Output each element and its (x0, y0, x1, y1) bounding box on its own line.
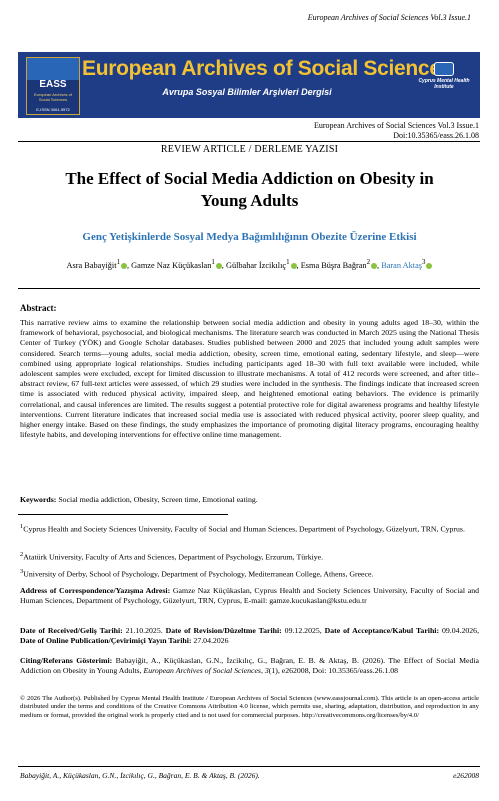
running-header: European Archives of Social Sciences Vol… (307, 13, 471, 22)
logo-text: EASS (39, 79, 67, 90)
publisher-logo: Cyprus Mental Health Institute (416, 62, 472, 90)
authors-divider (18, 288, 480, 289)
footer-article-id: e262008 (453, 771, 479, 780)
author-name: Esma Büşra Bağran (300, 260, 367, 270)
title-line-2: Young Adults (200, 191, 299, 210)
title-line-1: The Effect of Social Media Addiction on … (65, 169, 434, 188)
logo-emblem (27, 58, 79, 80)
author-name: Gamze Naz Küçükaslan (131, 260, 212, 270)
affiliation-2: 2Atatürk University, Faculty of Arts and… (20, 550, 479, 563)
journal-doi[interactable]: Doi:10.35365/eass.26.1.08 (393, 131, 479, 140)
banner-subtitle: Avrupa Sosyal Bilimler Arşivleri Dergisi (162, 87, 332, 97)
orcid-icon[interactable] (215, 262, 222, 269)
online-date: 27.04.2026 (193, 636, 229, 646)
affiliation-1: 1Cyprus Health and Society Sciences Univ… (20, 522, 479, 535)
orcid-icon[interactable] (426, 262, 433, 269)
author-name: Asra Babayiğit (66, 260, 117, 270)
keywords-label: Keywords: (20, 495, 57, 504)
orcid-icon[interactable] (121, 262, 128, 269)
affiliation-text: Atatürk University, Faculty of Arts and … (23, 552, 324, 562)
footer-divider (18, 766, 480, 767)
abstract-text: This narrative review aims to examine th… (20, 318, 479, 440)
publisher-emblem-icon (434, 62, 454, 76)
correspondence-label: Address of Correspondence/Yazışma Adresi… (20, 586, 171, 595)
orcid-icon[interactable] (371, 262, 378, 269)
banner-title: European Archives of Social Sciences (82, 57, 453, 80)
revision-date: 09.12.2025, (284, 626, 322, 635)
logo-subtitle: European Archives of Social Sciences (33, 92, 73, 102)
logo-issn: E-ISSN 3061-9572 (36, 107, 70, 112)
footnote-divider (18, 514, 228, 515)
author-affiliation-sup: 3 (422, 259, 426, 266)
author-affiliation-sup: 2 (366, 259, 371, 266)
citation: Citing/Referans Gösterimi: Babayiğit, A.… (20, 656, 479, 676)
online-label: Date of Online Publication/Çevirimiçi Ya… (20, 636, 192, 646)
journal-volume: European Archives of Social Sciences Vol… (313, 121, 479, 130)
footer-citation: Babayiğit, A., Küçükaslan, G.N., İzcikıl… (20, 771, 260, 780)
author-affiliation-sup: 1 (116, 259, 121, 266)
copyright-notice: © 2026 The Author(s). Published by Cypru… (20, 695, 479, 719)
citation-issue: (1), e262008, Doi: 10.35365/eass.26.1.08 (268, 666, 399, 676)
correspondence: Address of Correspondence/Yazışma Adresi… (20, 586, 479, 606)
affiliation-sup: 1 (20, 523, 24, 530)
correspondence-text: Gamze Naz Küçükaslan, Cyprus Health and … (20, 586, 479, 606)
article-type: REVIEW ARTICLE / DERLEME YAZISI (160, 144, 339, 155)
article-dates: Date of Received/Geliş Tarihi: 21.10.202… (20, 626, 479, 646)
affiliation-3: 3University of Derby, School of Psycholo… (20, 567, 479, 580)
citation-text: Babayiğit, A., Küçükaslan, G.N., İzcikıl… (20, 656, 480, 676)
revision-label: Date of Revision/Düzeltme Tarihi: (165, 626, 282, 635)
author-affiliation-sup: 1 (211, 259, 215, 266)
journal-logo: EASS European Archives of Social Science… (26, 57, 80, 115)
citation-journal: European Archives of Social Sciences, 3 (143, 666, 269, 676)
accepted-date: 09.04.2026, (441, 626, 480, 635)
keywords: Keywords: Social media addiction, Obesit… (20, 495, 479, 504)
author-name: Baran Aktaş (381, 260, 422, 270)
header-divider (18, 141, 480, 142)
paper-title: The Effect of Social Media Addiction on … (30, 168, 469, 212)
affiliation-sup: 2 (20, 551, 24, 558)
accepted-label: Date of Acceptance/Kabul Tarihi: (324, 626, 440, 635)
affiliation-text: Cyprus Health and Society Sciences Unive… (23, 524, 465, 534)
author-affiliation-sup: 1 (286, 259, 290, 266)
keywords-list: Social media addiction, Obesity, Screen … (58, 495, 258, 504)
paper-subtitle-turkish: Genç Yetişkinlerde Sosyal Medya Bağımlıl… (82, 231, 417, 243)
affiliation-sup: 3 (20, 568, 24, 575)
journal-banner: EASS European Archives of Social Science… (18, 52, 480, 118)
received-label: Date of Received/Geliş Tarihi: (20, 626, 123, 635)
received-date: 21.10.2025. (125, 626, 163, 635)
publisher-name: Cyprus Mental Health Institute (418, 78, 470, 90)
author-list: Asra Babayiğit1, Gamze Naz Küçükaslan1, … (0, 259, 499, 270)
author-name: Gülbahar İzcikılıç (225, 260, 287, 270)
citation-label: Citing/Referans Gösterimi: (20, 656, 113, 665)
abstract-heading: Abstract: (20, 303, 57, 313)
affiliation-text: University of Derby, School of Psycholog… (23, 569, 374, 579)
orcid-icon[interactable] (290, 262, 297, 269)
